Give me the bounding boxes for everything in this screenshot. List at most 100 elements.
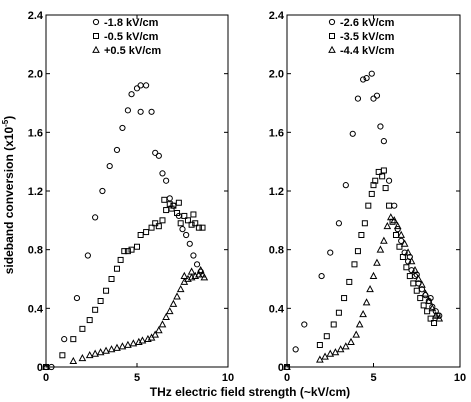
data-point (193, 261, 201, 268)
data-point (152, 149, 159, 156)
data-point (283, 362, 291, 370)
data-point (366, 285, 374, 293)
data-point (421, 289, 430, 297)
legend: -1.8 kV/cm -0.5 kV/cm +0.5 kV/cm (92, 17, 161, 57)
data-point (190, 252, 197, 259)
data-point (425, 296, 433, 304)
data-point (107, 345, 116, 353)
data-point (355, 320, 364, 328)
data-point (106, 162, 113, 170)
data-point (163, 177, 170, 184)
data-point (176, 285, 185, 293)
data-point (137, 232, 144, 238)
data-point (117, 256, 124, 263)
y-tick-label: 1.2 (28, 186, 43, 198)
data-point (195, 224, 202, 231)
data-point (390, 216, 399, 224)
data-point (370, 182, 377, 189)
data-point (382, 185, 389, 192)
data-point (370, 95, 377, 102)
data-point (118, 342, 127, 350)
y-tick-label: 0.4 (28, 303, 44, 315)
data-point (137, 82, 144, 89)
data-point (424, 308, 431, 315)
data-point (155, 223, 162, 230)
data-point (341, 342, 350, 350)
x-tick-label: 5 (134, 372, 140, 384)
data-point (335, 220, 342, 227)
data-point (411, 265, 419, 274)
series-square (284, 167, 441, 370)
data-point (413, 271, 420, 278)
data-point (400, 239, 409, 247)
data-point (427, 315, 434, 322)
plot-frame (45, 14, 229, 368)
data-point (73, 294, 81, 302)
data-point (200, 273, 209, 281)
data-point (413, 287, 420, 294)
y-tick-label: 0 (37, 362, 43, 374)
legend-marker-circle (328, 18, 336, 26)
data-point (159, 170, 166, 177)
data-point (428, 304, 437, 312)
data-point (158, 320, 167, 328)
data-point (70, 336, 77, 343)
chart-panel-1: 0 0.4 0.8 1.2 1.6 2.0 2.4 0 5 10 -1.8 kV/cm -0.5 kV… (28, 10, 234, 384)
data-point (148, 224, 155, 231)
data-point (155, 152, 162, 159)
data-point (137, 108, 144, 115)
data-point (59, 352, 66, 359)
data-point (102, 346, 110, 354)
data-point (336, 345, 345, 353)
data-point (92, 214, 99, 221)
data-point (323, 333, 330, 340)
data-point (143, 229, 150, 236)
data-point (398, 237, 405, 244)
data-point (195, 270, 203, 278)
y-tick-label: 2.4 (28, 10, 44, 22)
data-point (377, 123, 384, 130)
data-point (414, 274, 423, 282)
data-point (383, 221, 392, 230)
data-point (407, 257, 416, 265)
series-square (43, 196, 206, 370)
legend: -2.6 kV/cm -3.5 kV/cm -4.4 kV/cm (328, 17, 395, 57)
data-point (177, 220, 184, 227)
data-point (159, 217, 166, 224)
data-point (316, 342, 323, 348)
x-axis-label: THz electric field strength (~kV/cm) (150, 385, 350, 399)
data-point (342, 182, 349, 189)
series-triangle (283, 213, 444, 370)
legend-label: -1.8 kV/cm (104, 17, 159, 29)
y-axis-label-text: sideband conversion (x10 (2, 127, 16, 275)
data-point (418, 280, 426, 288)
data-point (192, 220, 199, 227)
data-point (403, 264, 410, 271)
data-point (399, 254, 406, 260)
data-point (368, 70, 375, 77)
data-point (406, 273, 413, 280)
data-point (349, 130, 356, 137)
data-point (361, 220, 368, 227)
data-point (42, 362, 50, 370)
data-point (151, 330, 160, 338)
data-point (376, 245, 385, 253)
data-point (386, 213, 395, 221)
series-triangle (42, 265, 209, 370)
data-point (363, 74, 370, 82)
data-point (124, 340, 132, 348)
y-tick-label: 1.2 (269, 186, 284, 198)
data-point (161, 196, 168, 203)
data-point (354, 95, 362, 102)
data-point (352, 330, 361, 338)
data-point (369, 271, 378, 279)
data-point (396, 243, 403, 250)
data-point (162, 312, 170, 321)
data-point (188, 221, 195, 228)
data-point (128, 246, 135, 253)
data-point (119, 124, 126, 132)
data-point (173, 292, 181, 300)
data-point (380, 167, 387, 174)
data-point (113, 343, 121, 351)
